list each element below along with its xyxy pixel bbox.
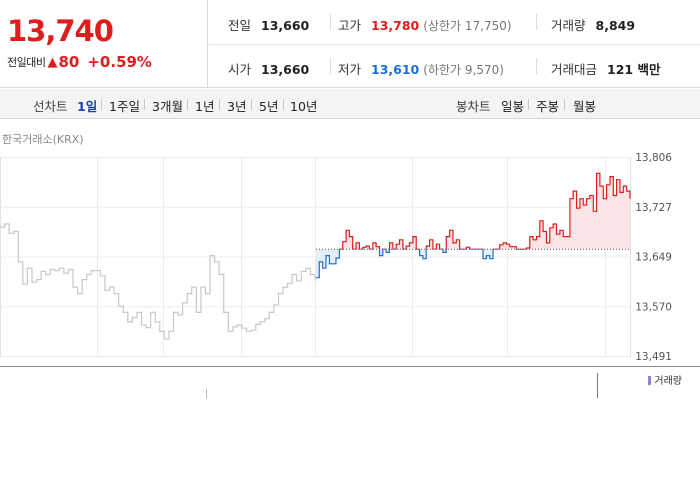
trade-value-amount: 121 백만 [607, 62, 661, 77]
volume-chart-area [0, 366, 700, 398]
separator [144, 99, 145, 110]
prev-close-label: 전일 [228, 18, 252, 33]
row-divider [209, 44, 700, 45]
y-tick-label: 13,727 [635, 202, 672, 214]
period-10y-tab[interactable]: 10년 [290, 99, 318, 114]
y-tick-label: 13,806 [635, 152, 672, 164]
period-3m-tab[interactable]: 3개월 [152, 99, 183, 114]
change-value: 80 [58, 53, 80, 71]
volume-value: 8,849 [595, 18, 636, 33]
previous-day-line [0, 223, 316, 340]
separator [187, 99, 188, 110]
trade-value-label: 거래대금 [551, 62, 598, 77]
open-value: 13,660 [261, 62, 310, 77]
chart-period-bar: 선차트 1일 1주일 3개월 1년 3년 5년 10년 봉차트 일봉 주봉 월봉 [0, 89, 700, 119]
period-5y-tab[interactable]: 5년 [259, 99, 279, 114]
volume-bar [597, 373, 598, 398]
change-row: 전일대비 ▲ 80 +0.59% [7, 53, 152, 71]
separator [219, 99, 220, 110]
trade-value: 거래대금 121 백만 [551, 59, 660, 78]
period-3y-tab[interactable]: 3년 [227, 99, 247, 114]
candle-daily-tab[interactable]: 일봉 [501, 99, 525, 114]
candle-weekly-tab[interactable]: 주봉 [536, 99, 560, 114]
low-value: 13,610 [371, 62, 420, 77]
separator [283, 99, 284, 110]
upper-limit: (상한가 17,750) [423, 19, 512, 33]
divider [330, 58, 331, 74]
price-line-chart: 13,806 13,727 13,649 13,570 13,491 [0, 152, 672, 363]
data-source-label: 한국거래소(KRX) [2, 133, 84, 146]
current-price-box: 13,740 전일대비 ▲ 80 +0.59% [0, 0, 208, 88]
separator [251, 99, 252, 110]
low-label: 저가 [338, 62, 362, 77]
open-price: 시가 13,660 [228, 59, 309, 78]
change-percent: +0.59% [87, 53, 152, 71]
high-price: 고가 13,780 (상한가 17,750) [338, 15, 512, 34]
prev-close: 전일 13,660 [228, 15, 309, 34]
candle-monthly-tab[interactable]: 월봉 [573, 99, 597, 114]
divider [330, 14, 331, 30]
line-chart-label: 선차트 [33, 99, 68, 114]
volume-legend: 거래량 [648, 372, 682, 387]
high-label: 고가 [338, 18, 362, 33]
y-tick-label: 13,570 [635, 301, 672, 313]
change-label: 전일대비 [7, 56, 46, 69]
low-price: 저가 13,610 (하한가 9,570) [338, 59, 504, 78]
divider [536, 14, 537, 30]
up-area [339, 173, 630, 250]
lower-limit: (하한가 9,570) [423, 63, 504, 77]
high-value: 13,780 [371, 18, 420, 33]
up-arrow-icon: ▲ [47, 54, 58, 70]
current-price: 13,740 [7, 14, 114, 48]
y-tick-label: 13,649 [635, 252, 672, 264]
y-tick-label: 13,491 [635, 351, 672, 363]
volume-tick [206, 389, 207, 398]
separator [528, 99, 529, 110]
open-label: 시가 [228, 62, 252, 77]
volume-label: 거래량 [551, 18, 586, 33]
period-1w-tab[interactable]: 1주일 [109, 99, 140, 114]
up-line [338, 172, 631, 250]
period-1y-tab[interactable]: 1년 [195, 99, 215, 114]
volume-swatch-icon [648, 376, 652, 385]
separator [101, 99, 102, 110]
separator [564, 99, 565, 110]
quote-summary: 13,740 전일대비 ▲ 80 +0.59% 전일 13,660 고가 13,78… [0, 0, 700, 88]
prev-close-value: 13,660 [261, 18, 310, 33]
volume: 거래량 8,849 [551, 15, 635, 34]
volume-legend-label: 거래량 [654, 376, 682, 387]
period-1d-tab[interactable]: 1일 [77, 99, 98, 114]
divider [536, 58, 537, 74]
candle-chart-label: 봉차트 [456, 99, 491, 114]
